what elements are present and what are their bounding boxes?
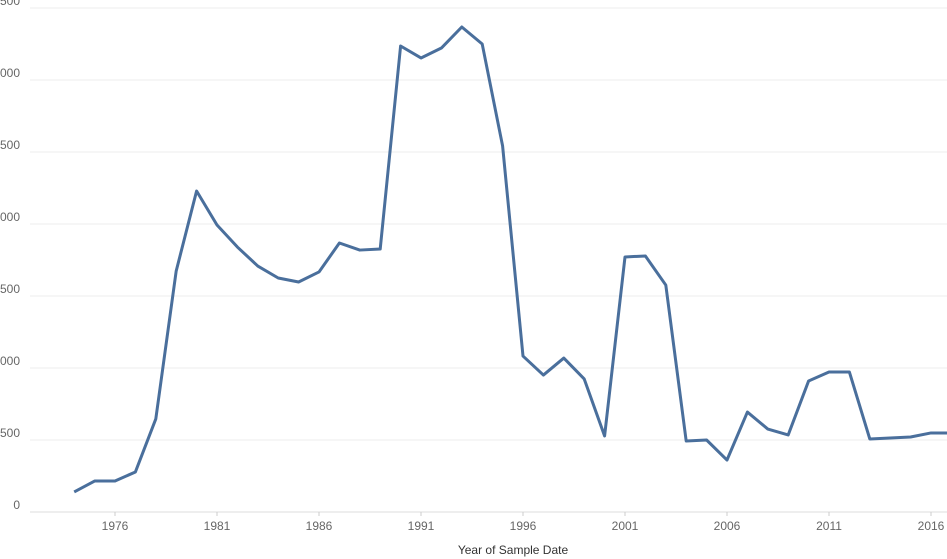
x-axis-title: Year of Sample Date bbox=[458, 543, 569, 557]
y-tick-label: 2000 bbox=[0, 210, 20, 224]
x-tick-label: 2006 bbox=[714, 519, 741, 533]
x-tick-label: 2016 bbox=[918, 519, 945, 533]
x-tick-label: 1976 bbox=[102, 519, 129, 533]
x-tick-label: 2011 bbox=[816, 519, 842, 533]
y-tick-label: 1000 bbox=[0, 354, 20, 368]
y-tick-label: 0 bbox=[13, 498, 20, 512]
x-tick-label: 1991 bbox=[408, 519, 435, 533]
y-tick-label: 3500 bbox=[0, 0, 20, 8]
y-tick-label: 1500 bbox=[0, 282, 20, 296]
x-tick-label: 2001 bbox=[612, 519, 639, 533]
data-line bbox=[73, 25, 947, 494]
y-tick-label: 500 bbox=[0, 426, 20, 440]
x-tick-label: 1996 bbox=[510, 519, 537, 533]
x-tick-label: 1981 bbox=[204, 519, 231, 533]
y-tick-label: 3000 bbox=[0, 66, 20, 80]
y-tick-label: 2500 bbox=[0, 138, 20, 152]
x-tick-label: 1986 bbox=[306, 519, 333, 533]
